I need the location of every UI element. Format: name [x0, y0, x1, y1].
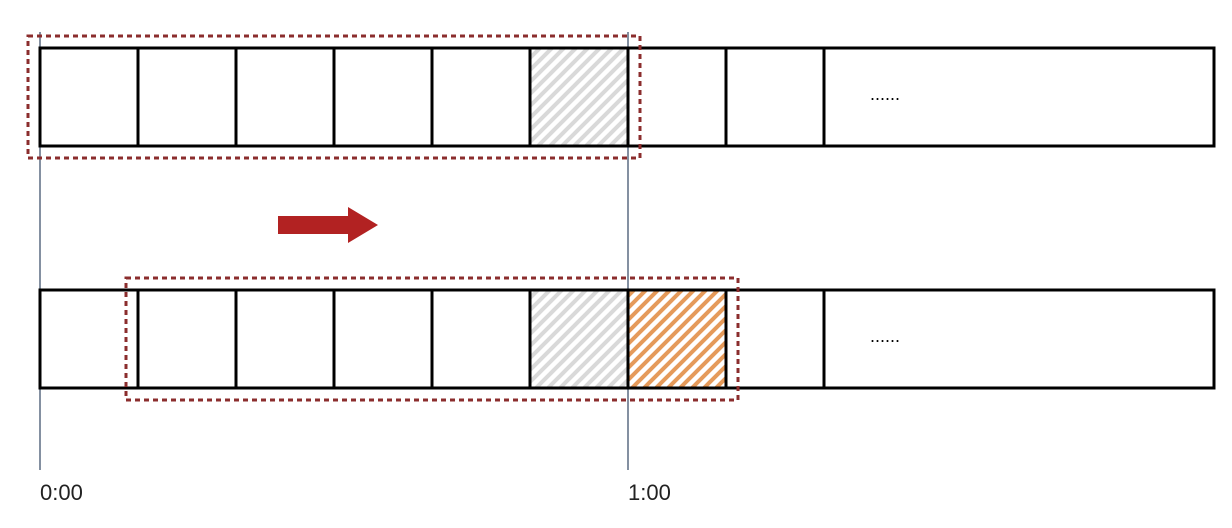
cell [138, 290, 236, 388]
ellipsis-row1: ...... [870, 84, 900, 104]
sliding-window-diagram: ............ 0:00 1:00 [0, 0, 1232, 528]
cell [530, 48, 628, 146]
cell-row-1 [40, 48, 1214, 146]
cell [236, 290, 334, 388]
ellipsis-row2: ...... [870, 326, 900, 346]
time-label: 0:00 [40, 480, 83, 505]
cell-row-2 [40, 290, 1214, 388]
cell [138, 48, 236, 146]
cell [726, 290, 824, 388]
cell [726, 48, 824, 146]
shift-arrow-icon [278, 207, 378, 243]
cell [334, 48, 432, 146]
cell [628, 290, 726, 388]
cell [334, 290, 432, 388]
cell [432, 290, 530, 388]
cell [40, 48, 138, 146]
cell [236, 48, 334, 146]
cell [40, 290, 138, 388]
cell [432, 48, 530, 146]
time-label: 1:00 [628, 480, 671, 505]
cell [530, 290, 628, 388]
cell [628, 48, 726, 146]
